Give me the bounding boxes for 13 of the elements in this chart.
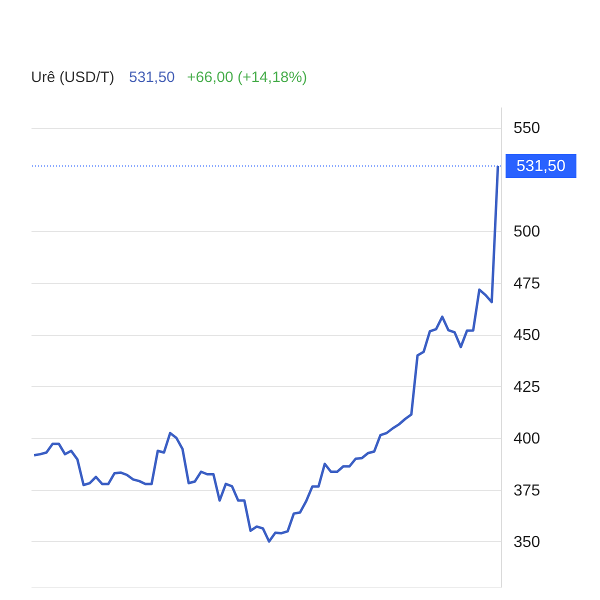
line-series bbox=[32, 164, 500, 543]
y-tick-label: 375 bbox=[514, 482, 540, 500]
y-tick-label: 500 bbox=[514, 224, 540, 241]
text: 531,50 bbox=[129, 69, 175, 86]
text: +66,00 (+14,18%) bbox=[187, 69, 308, 86]
y-tick-label: 425 bbox=[514, 378, 540, 396]
y-tick-label: 400 bbox=[514, 430, 540, 448]
y-tick-label: 550 bbox=[514, 120, 540, 138]
chart-title: Urê (USD/T) bbox=[31, 69, 114, 86]
y-tick-label: 350 bbox=[514, 534, 540, 551]
ref-line-label: 531,50 bbox=[516, 158, 566, 175]
y-tick-label: 450 bbox=[514, 327, 540, 344]
y-tick-label: 475 bbox=[514, 275, 540, 292]
